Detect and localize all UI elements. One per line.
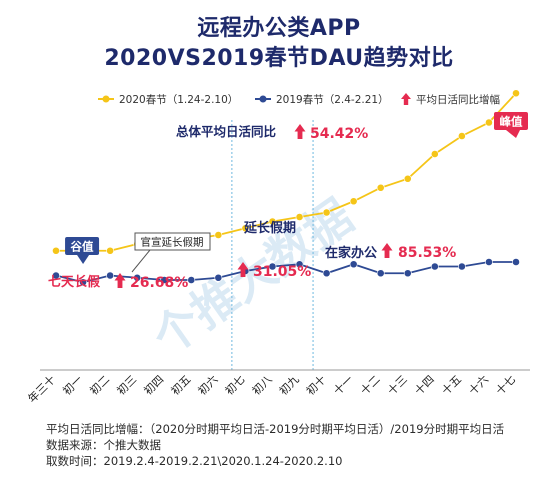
x-tick-label: 初七 [222,372,247,397]
data-point-2019-8 [268,262,277,271]
data-point-2020-8 [268,217,277,226]
data-point-2019-0 [52,271,60,280]
total-growth-value: 54.42% [310,126,368,142]
data-point-2019-14 [430,262,439,271]
x-tick-label: 初十 [303,372,328,397]
peak-badge [494,112,528,130]
data-point-2019-16 [485,258,493,266]
data-point-2020-16 [485,118,493,127]
x-tick-label: 十一 [330,372,355,397]
chart-subtitle: 2020VS2019春节DAU趋势对比 [104,46,454,71]
x-tick-label: 初三 [114,372,139,397]
data-point-2019-10 [322,269,331,278]
valley-label: 谷值 [71,240,94,254]
legend-growth-arrow [401,93,411,105]
data-point-2019-15 [457,262,466,271]
data-point-2020-7 [241,224,250,233]
data-point-2019-13 [403,269,412,278]
x-tick-label: 十六 [466,372,491,397]
seg2-arrow [237,262,249,277]
x-tick-label: 十四 [411,372,436,397]
legend-2020-label: 2020春节（1.24-2.10） [119,94,238,106]
data-point-2019-9 [295,260,304,269]
data-point-2020-17 [512,89,520,98]
footnote-source: 数据来源：个推大数据 [46,438,161,452]
seg3-value: 85.53% [398,245,456,261]
data-point-2020-15 [457,132,466,140]
data-point-2020-14 [430,150,439,158]
legend-2019-label: 2019春节（2.4-2.21） [276,94,389,106]
seg2-label: 延长假期 [243,220,296,236]
series-line-2019 [55,261,516,284]
x-tick-label: 初六 [195,372,220,397]
data-point-2019-1 [79,278,87,287]
total-growth-label: 总体平均日活同比 [176,124,277,139]
seg3-label: 在家办公 [325,245,377,261]
data-point-2019-12 [376,269,385,278]
data-point-2019-3 [133,273,142,282]
x-tick-label: 十五 [439,372,464,397]
data-point-2020-9 [295,213,304,221]
data-point-2019-4 [160,276,169,284]
x-tick-label: 十二 [357,372,382,397]
x-tick-label: 十三 [384,372,409,397]
seg2-value: 31.05% [253,264,311,280]
data-point-2020-11 [349,197,358,206]
legend-2019-marker [259,95,267,103]
x-tick-label: 初五 [168,372,193,397]
seg1-label: 七天长假 [48,274,101,290]
data-point-2019-5 [187,276,196,284]
data-point-2019-2 [106,271,115,280]
data-point-2020-12 [376,183,385,192]
footnote-period: 取数时间：2019.2.4-2019.2.21\2020.1.24-2020.2… [46,454,343,468]
data-point-2020-0 [52,246,60,255]
seg1-arrow [114,273,126,288]
x-tick-label: 初二 [87,372,112,397]
seg1-value: 26.68% [130,275,188,291]
peak-label: 峰值 [500,115,523,129]
data-point-2020-13 [403,174,412,183]
seg3-arrow [381,243,393,258]
notice-label: 官宣延长假期 [141,236,204,249]
valley-badge [65,237,100,255]
x-tick-label: 十七 [493,372,518,397]
x-tick-label: 初一 [60,372,85,397]
legend-growth-label: 平均日活同比增幅 [416,93,500,106]
legend-2020-marker [102,95,110,103]
data-point-2019-11 [349,260,358,269]
data-point-2020-10 [322,208,331,217]
x-tick-label: 年三十 [25,372,58,405]
footnote-formula: 平均日活同比增幅：（2020分时期平均日活-2019分时期平均日活）/2019分… [46,422,505,436]
x-tick-label: 初四 [141,372,166,397]
data-point-2019-17 [512,258,520,266]
notice-pointer [131,249,151,273]
data-point-2020-2 [106,246,115,255]
total-growth-arrow [294,124,306,139]
x-tick-label: 初九 [276,372,301,397]
notice-box [134,232,211,251]
chart-title: 远程办公类APP [197,16,361,41]
x-tick-label: 初八 [249,372,274,397]
valley-pointer [77,255,90,264]
series-line-2020 [56,92,517,252]
data-point-2019-6 [214,273,223,282]
data-point-2020-6 [214,231,223,239]
peak-pointer [506,130,520,138]
